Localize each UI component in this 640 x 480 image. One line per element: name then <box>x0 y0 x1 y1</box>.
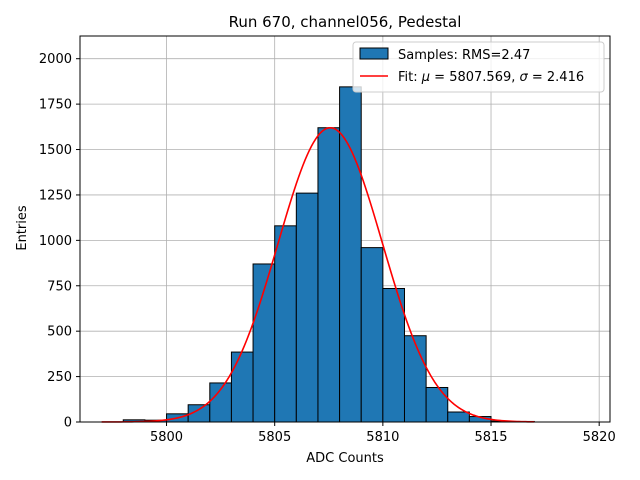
plot-frame <box>79 35 611 423</box>
y-tick-label: 2000 <box>39 52 72 67</box>
histogram-bars <box>122 86 535 423</box>
y-tick-label: 250 <box>47 370 72 385</box>
x-tick-label: 5810 <box>366 430 399 445</box>
chart-title: Run 670, channel056, Pedestal <box>229 13 462 31</box>
histogram-bar <box>295 192 319 423</box>
x-tick-label: 5820 <box>583 430 616 445</box>
histogram-bar <box>425 386 449 423</box>
y-tick-label: 1250 <box>39 188 72 203</box>
histogram-bar <box>382 287 405 423</box>
x-tick-label: 5815 <box>474 430 507 445</box>
legend-histogram-label: Samples: RMS=2.47 <box>398 48 530 63</box>
legend: Samples: RMS=2.47 Fit: μ = 5807.569, σ =… <box>352 41 605 93</box>
y-tick-label: 0 <box>64 416 72 431</box>
y-axis-ticks: 0 250 500 750 1000 1250 1500 1750 2000 <box>39 52 80 431</box>
histogram-bar <box>447 411 470 423</box>
legend-histogram-swatch <box>359 47 389 60</box>
fit-curve-layer <box>101 126 535 423</box>
x-tick-label: 5805 <box>258 430 291 445</box>
histogram-bar <box>274 225 297 423</box>
y-tick-label: 750 <box>47 279 72 294</box>
gaussian-fit-curve <box>101 126 535 423</box>
y-tick-label: 1750 <box>39 98 72 113</box>
histogram-bar <box>317 127 341 423</box>
y-axis-label: Entries <box>15 205 30 251</box>
x-axis-label: ADC Counts <box>306 451 384 466</box>
y-tick-label: 1000 <box>39 234 72 249</box>
x-tick-label: 5800 <box>150 430 183 445</box>
x-axis-ticks: 5800 5805 5810 5815 5820 <box>150 422 616 445</box>
legend-box <box>352 41 605 93</box>
histogram-bar <box>403 335 427 423</box>
histogram-bar <box>360 247 384 423</box>
y-tick-label: 1500 <box>39 143 72 158</box>
y-tick-label: 500 <box>47 325 72 340</box>
legend-fit-label: Fit: μ = 5807.569, σ = 2.416 <box>398 70 584 85</box>
histogram-bar <box>230 351 254 423</box>
histogram-bar <box>252 263 276 423</box>
